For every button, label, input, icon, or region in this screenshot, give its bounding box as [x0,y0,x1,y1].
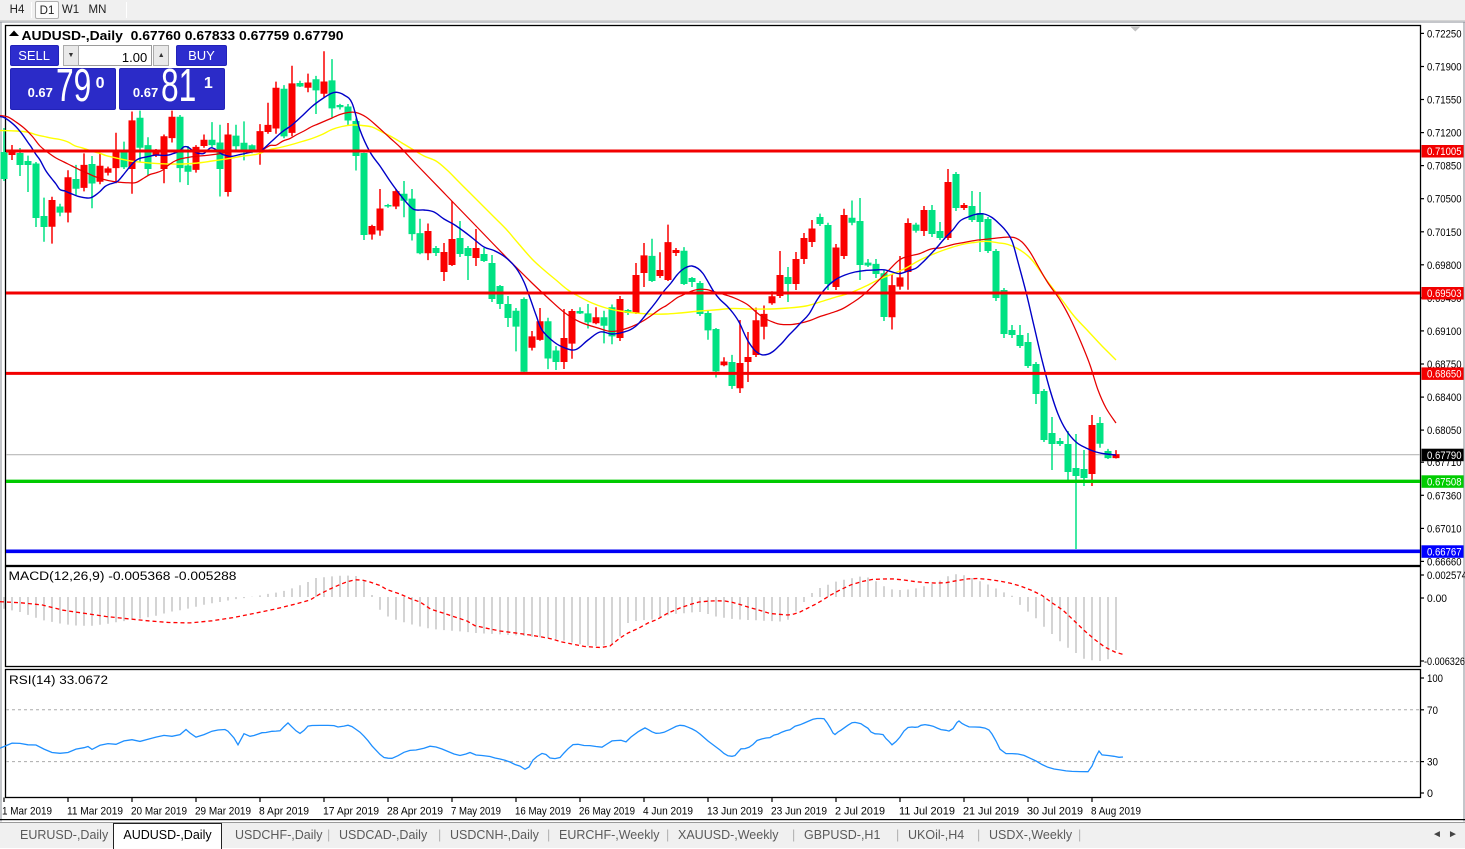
svg-text:-0.006326: -0.006326 [1424,656,1465,668]
svg-text:0.67790: 0.67790 [1427,450,1462,462]
svg-text:0.68650: 0.68650 [1427,369,1462,381]
svg-text:29 Mar 2019: 29 Mar 2019 [195,806,251,818]
svg-text:30 Jul 2019: 30 Jul 2019 [1027,806,1083,818]
svg-text:20 Mar 2019: 20 Mar 2019 [131,806,187,818]
svg-text:0.71200: 0.71200 [1427,128,1462,140]
svg-text:8 Apr 2019: 8 Apr 2019 [259,806,309,818]
svg-text:1 Mar 2019: 1 Mar 2019 [2,806,52,818]
svg-text:2 Jul 2019: 2 Jul 2019 [835,806,885,818]
svg-text:0.71900: 0.71900 [1427,62,1462,74]
svg-text:0.72250: 0.72250 [1427,28,1462,40]
svg-text:0.70500: 0.70500 [1427,194,1462,206]
svg-text:7 May 2019: 7 May 2019 [451,806,501,818]
svg-text:0.67010: 0.67010 [1427,523,1462,535]
svg-text:0.70850: 0.70850 [1427,161,1462,173]
svg-text:0.71550: 0.71550 [1427,95,1462,107]
svg-text:0.69503: 0.69503 [1427,288,1462,300]
svg-text:0.69800: 0.69800 [1427,260,1462,272]
svg-text:11 Mar 2019: 11 Mar 2019 [67,806,123,818]
svg-text:70: 70 [1427,705,1438,717]
svg-text:0: 0 [1427,788,1433,800]
svg-text:0.71005: 0.71005 [1427,146,1462,158]
svg-text:11 Jul 2019: 11 Jul 2019 [899,806,955,818]
svg-text:13 Jun 2019: 13 Jun 2019 [707,806,763,818]
svg-text:0.00: 0.00 [1427,593,1447,605]
svg-text:17 Apr 2019: 17 Apr 2019 [323,806,379,818]
svg-text:8 Aug 2019: 8 Aug 2019 [1091,806,1141,818]
svg-text:RSI(14) 33.0672: RSI(14) 33.0672 [9,675,108,687]
svg-text:0.66767: 0.66767 [1427,547,1462,559]
svg-text:30: 30 [1427,757,1438,769]
svg-text:0.69100: 0.69100 [1427,326,1462,338]
svg-text:0.66660: 0.66660 [1427,556,1462,568]
svg-text:23 Jun 2019: 23 Jun 2019 [771,806,827,818]
svg-text:0.68050: 0.68050 [1427,425,1462,437]
svg-text:0.67508: 0.67508 [1427,477,1462,489]
svg-text:0.002574: 0.002574 [1427,570,1465,582]
svg-text:MACD(12,26,9) -0.005368 -0.005: MACD(12,26,9) -0.005368 -0.005288 [9,571,237,583]
svg-text:0.68400: 0.68400 [1427,392,1462,404]
svg-text:100: 100 [1427,673,1443,685]
svg-text:4 Jun 2019: 4 Jun 2019 [643,806,693,818]
svg-text:26 May 2019: 26 May 2019 [579,806,635,818]
svg-text:21 Jul 2019: 21 Jul 2019 [963,806,1019,818]
svg-text:AUDUSD-,Daily 0.67760 0.67833: AUDUSD-,Daily 0.67760 0.67833 0.67759 0.… [22,28,344,43]
svg-text:16 May 2019: 16 May 2019 [515,806,571,818]
svg-text:28 Apr 2019: 28 Apr 2019 [387,806,443,818]
svg-text:0.70150: 0.70150 [1427,227,1462,239]
svg-text:0.67360: 0.67360 [1427,490,1462,502]
